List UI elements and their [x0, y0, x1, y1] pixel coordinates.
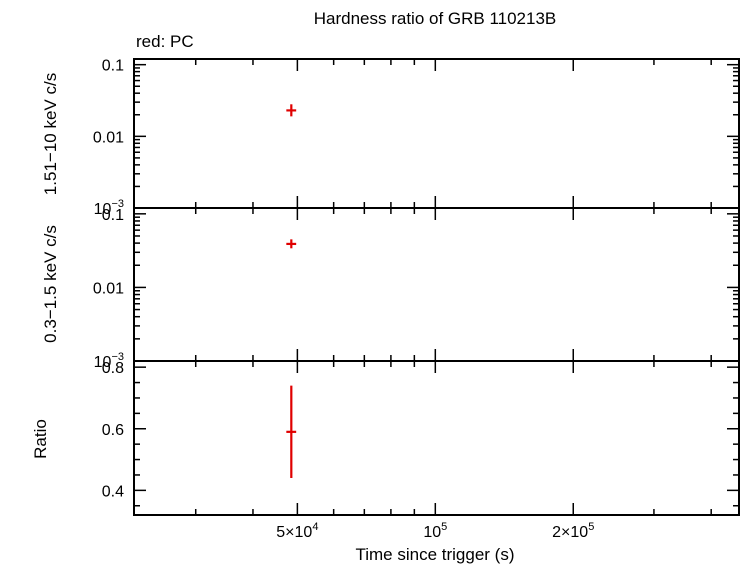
panel-frame	[133, 207, 740, 362]
y-tick-label: 0.1	[102, 207, 124, 224]
x-tick-labels: 5×104 105 2×105	[276, 521, 594, 541]
x-tick-label: 5×104	[276, 521, 318, 541]
y-tick-label: 0.01	[93, 129, 124, 146]
y-tick-label: 10−3	[94, 198, 124, 218]
legend-note: red: PC	[136, 32, 194, 51]
x-tick-label: 2×105	[552, 521, 594, 541]
panels-layer: 0.1 0.01 10−3 1.51−10 keV c/s 0.1 0.01 10−3 0.3…	[31, 58, 740, 541]
x-tick-label: 105	[423, 521, 447, 541]
data-point	[286, 239, 297, 249]
panel-1: 0.1 0.01 10−3 1.51−10 keV c/s	[41, 58, 740, 218]
data-point	[286, 104, 297, 117]
panel-frame	[133, 360, 740, 516]
y-axis-label: 0.3−1.5 keV c/s	[41, 225, 60, 343]
y-tick-label: 0.6	[102, 422, 124, 439]
y-axis-label: Ratio	[31, 419, 50, 459]
panel-3: 0.8 0.6 0.4 Ratio	[31, 360, 740, 516]
y-tick-label: 0.4	[102, 483, 124, 500]
y-axis-label: 1.51−10 keV c/s	[41, 73, 60, 195]
y-tick-label: 10−3	[94, 351, 124, 371]
y-tick-label: 0.8	[102, 360, 124, 377]
x-axis-label: Time since trigger (s)	[355, 545, 514, 564]
data-point	[286, 385, 297, 479]
y-tick-label: 0.1	[102, 58, 124, 75]
panel-frame	[133, 58, 740, 209]
y-tick-label: 0.01	[93, 280, 124, 297]
panel-2: 0.1 0.01 10−3 0.3−1.5 keV c/s	[41, 207, 740, 371]
chart-title: Hardness ratio of GRB 110213B	[314, 9, 557, 28]
